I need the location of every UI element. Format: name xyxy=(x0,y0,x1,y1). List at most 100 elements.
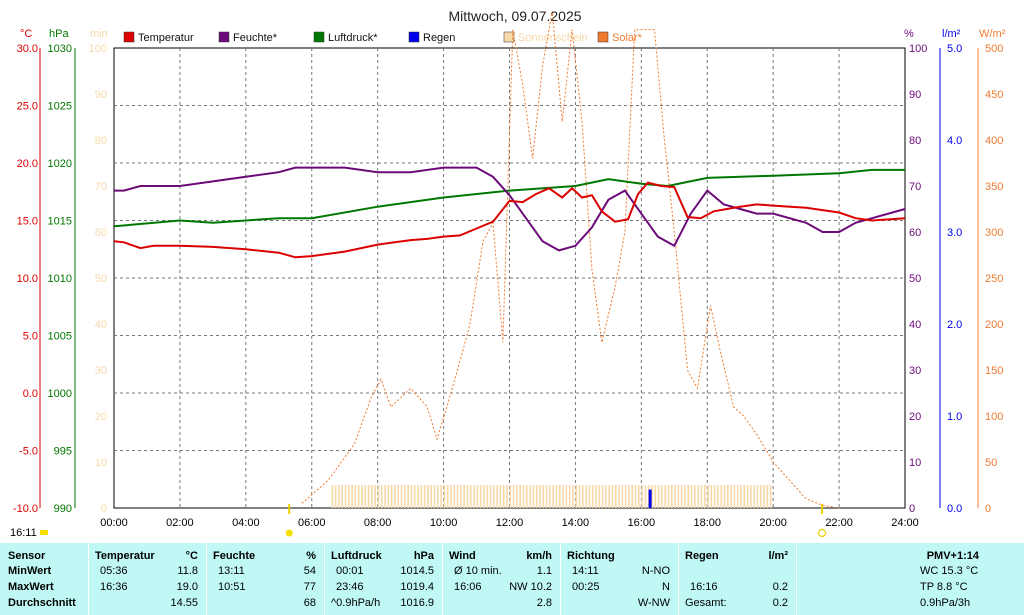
rain-unit: l/m² xyxy=(768,550,788,562)
sunshine-bar xyxy=(568,485,571,508)
wind-max-time: 16:06 xyxy=(454,581,482,593)
sunshine-bar xyxy=(446,485,449,508)
min-tick-label: 0 xyxy=(101,503,107,515)
press-avg: 1016.9 xyxy=(400,597,434,609)
rain-unit-label: l/m² xyxy=(942,28,961,40)
press-tick-label: 990 xyxy=(54,503,72,515)
hum-header: Feuchte xyxy=(213,550,256,562)
sunshine-bar xyxy=(740,485,742,508)
sunshine-bar xyxy=(357,485,360,508)
sunshine-bar xyxy=(552,485,554,508)
sunset-icon xyxy=(817,528,827,538)
rain-tick-label: 2.0 xyxy=(947,319,962,331)
row-label-max: MaxWert xyxy=(8,581,54,593)
sunshine-bar xyxy=(440,485,442,508)
sunshine-bar xyxy=(628,485,630,508)
dir-avg: W-NW xyxy=(637,597,670,609)
sunshine-bar xyxy=(700,485,703,508)
temp-max: 19.0 xyxy=(176,581,198,593)
min-unit-label: min xyxy=(90,28,108,40)
sunshine-bar xyxy=(674,485,676,508)
wind-max: NW 10.2 xyxy=(509,581,552,593)
sunshine-bar xyxy=(390,485,393,508)
x-tick-label: 02:00 xyxy=(166,517,194,529)
x-tick-label: 04:00 xyxy=(232,517,260,529)
sunshine-bar xyxy=(677,485,680,508)
dir-r1-time: 14:11 xyxy=(572,565,599,577)
sunshine-bar xyxy=(469,485,472,508)
sunshine-bar xyxy=(532,485,535,508)
solar-tick-label: 50 xyxy=(985,457,997,469)
sunshine-bar xyxy=(367,485,370,508)
sunshine-bar xyxy=(670,485,673,508)
temp-tick-label: 10.0 xyxy=(17,273,38,285)
sunshine-bar xyxy=(351,485,353,508)
min-tick-label: 70 xyxy=(95,181,107,193)
hum-max: 77 xyxy=(303,581,316,593)
min-tick-label: 30 xyxy=(95,365,107,377)
min-tick-label: 10 xyxy=(95,457,107,469)
legend-swatch xyxy=(123,31,135,43)
temp-min-time: 05:36 xyxy=(100,565,128,577)
sunshine-bar xyxy=(450,485,452,508)
sunshine-bar xyxy=(575,485,578,508)
sunshine-bar xyxy=(417,485,419,508)
sunshine-bar xyxy=(348,485,350,508)
legend-swatch xyxy=(503,31,515,43)
x-tick-label: 00:00 xyxy=(100,517,128,529)
sunshine-bar xyxy=(545,485,548,508)
rain-tick-label: 5.0 xyxy=(947,43,962,55)
temp-tick-label: -5.0 xyxy=(19,446,38,458)
x-tick-label: 08:00 xyxy=(364,517,392,529)
press-trend: ^0.9hPa/h xyxy=(331,597,381,609)
sunshine-bar xyxy=(759,485,762,508)
solar-tick-label: 350 xyxy=(985,181,1003,193)
press-header: Luftdruck xyxy=(331,550,382,562)
sunshine-bar xyxy=(634,485,637,508)
hum-avg: 68 xyxy=(303,597,316,609)
sunshine-bar xyxy=(460,485,462,508)
sunshine-bar xyxy=(733,485,736,508)
temp-min: 11.8 xyxy=(177,565,198,577)
solar-tick-label: 100 xyxy=(985,411,1003,423)
min-tick-label: 100 xyxy=(89,43,107,55)
rain-tick-label: 1.0 xyxy=(947,411,962,423)
sunshine-bar xyxy=(582,485,584,508)
sunshine-bar xyxy=(614,485,617,508)
sunshine-bar xyxy=(364,485,367,508)
press-tick-label: 1025 xyxy=(48,101,72,113)
press-tick-label: 1000 xyxy=(48,388,72,400)
sunshine-bar xyxy=(684,485,686,508)
sunshine-bar xyxy=(717,485,719,508)
sunshine-bar xyxy=(753,485,755,508)
sunshine-bar xyxy=(654,485,657,508)
sunshine-bar xyxy=(661,485,663,508)
x-tick-label: 14:00 xyxy=(562,517,590,529)
sunshine-bar xyxy=(535,485,538,508)
sunshine-bar xyxy=(338,485,340,508)
sunshine-bar xyxy=(354,485,357,508)
dir-r1: N-NO xyxy=(641,565,670,577)
sunshine-bar xyxy=(588,485,591,508)
rain-bar xyxy=(648,489,652,508)
sunshine-bar xyxy=(591,485,594,508)
sunshine-bar xyxy=(539,485,541,508)
hum-tick-label: 20 xyxy=(909,411,921,423)
sunshine-bar xyxy=(394,485,396,508)
hum-tick-label: 90 xyxy=(909,89,921,101)
min-tick-label: 20 xyxy=(95,411,107,423)
sunshine-bar xyxy=(657,485,660,508)
sunshine-bar xyxy=(377,485,380,508)
sunshine-bar xyxy=(621,485,624,508)
sunshine-bar xyxy=(565,485,568,508)
pmv-wc: WC 15.3 °C xyxy=(920,565,979,577)
legend-swatch xyxy=(597,31,609,43)
axis-ticks: 00:00 02:00 04:00 06:00 08:00 10:00 12:00 14:00… xyxy=(13,43,1003,529)
rain-tick-label: 3.0 xyxy=(947,227,962,239)
hum-min: 54 xyxy=(303,565,316,577)
sunshine-bar xyxy=(334,485,337,508)
sunshine-bar xyxy=(380,485,383,508)
press-min-time: 00:01 xyxy=(336,565,364,577)
solar-tick-label: 400 xyxy=(985,135,1003,147)
series-lines xyxy=(113,11,906,509)
